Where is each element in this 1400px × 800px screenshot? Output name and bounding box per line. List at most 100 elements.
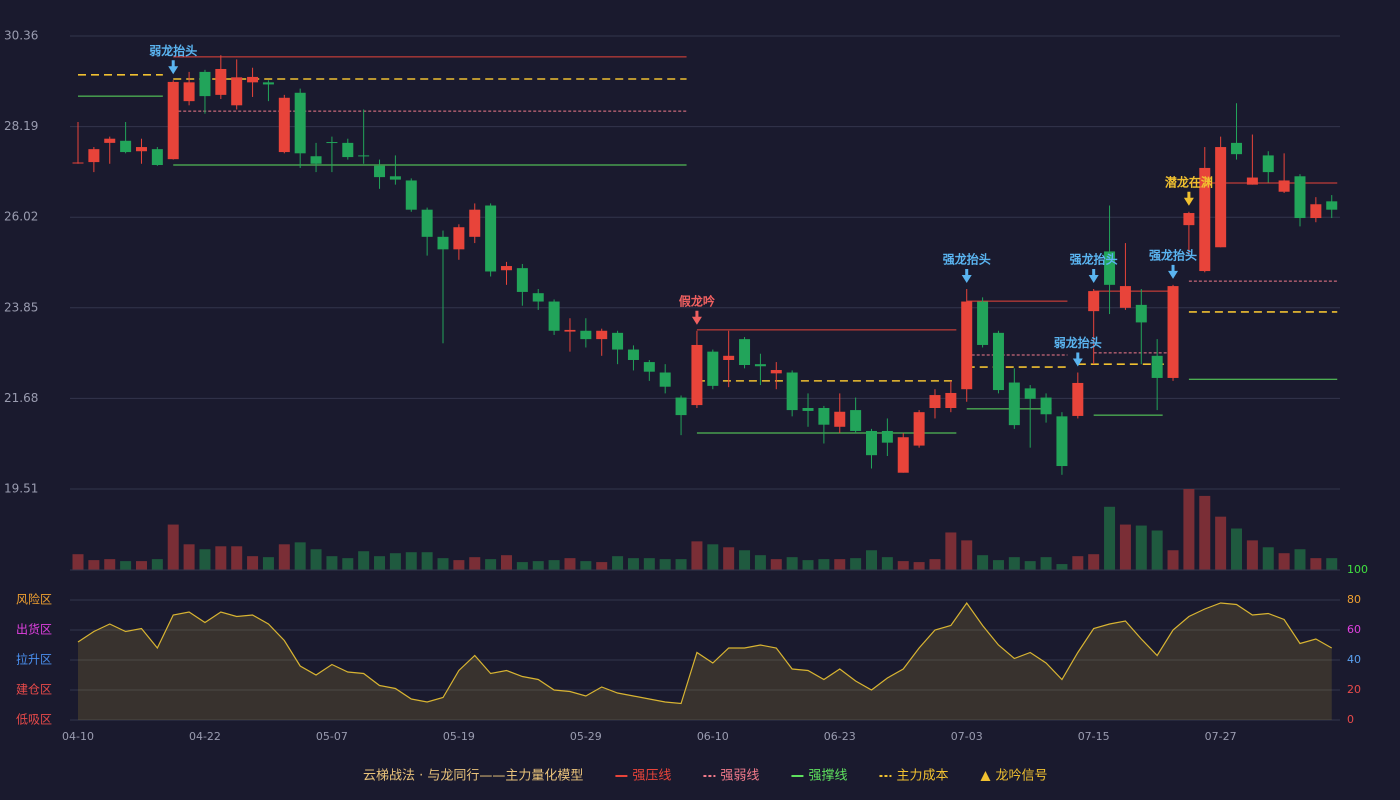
volume-bar bbox=[1231, 528, 1243, 570]
x-tick-label: 06-23 bbox=[824, 730, 856, 743]
x-tick-label: 07-15 bbox=[1078, 730, 1110, 743]
candle-body bbox=[913, 412, 925, 446]
candle-body bbox=[294, 92, 306, 154]
volume-bar bbox=[500, 555, 512, 570]
legend-title: 云梯战法 · 与龙同行——主力量化模型 bbox=[363, 769, 583, 784]
candle-body bbox=[818, 408, 830, 425]
x-tick-label: 04-22 bbox=[189, 730, 221, 743]
candle-body bbox=[580, 330, 592, 340]
candle-body bbox=[739, 339, 751, 365]
signal-arrow bbox=[168, 60, 179, 75]
indicator-tick-label: 100 bbox=[1347, 563, 1368, 576]
candle-body bbox=[992, 332, 1004, 391]
volume-bar bbox=[262, 557, 274, 570]
volume-bar bbox=[723, 547, 735, 570]
x-tick-label: 04-10 bbox=[62, 730, 94, 743]
signal-arrow bbox=[1168, 264, 1179, 279]
signal-arrow bbox=[1088, 269, 1099, 284]
volume-bar bbox=[818, 559, 830, 570]
y-tick-label: 30.36 bbox=[4, 29, 38, 43]
signal-label: 强龙抬头 bbox=[1149, 247, 1197, 262]
signal-label: 强龙抬头 bbox=[1070, 252, 1118, 267]
candle-body bbox=[437, 236, 449, 250]
candle-body bbox=[485, 205, 497, 272]
y-tick-label: 19.51 bbox=[4, 482, 38, 496]
volume-bar bbox=[167, 524, 179, 570]
volume-bar bbox=[707, 544, 719, 570]
candle-body bbox=[1183, 213, 1195, 226]
zone-label: 低吸区 bbox=[16, 713, 52, 727]
zone-label: 拉升区 bbox=[16, 652, 52, 667]
candle-body bbox=[453, 227, 465, 250]
volume-bar bbox=[1167, 550, 1179, 570]
candle-body bbox=[707, 351, 719, 386]
volume-bar bbox=[1199, 495, 1211, 570]
candle-body bbox=[1008, 382, 1020, 426]
candle-body bbox=[120, 140, 132, 153]
candle-body bbox=[596, 330, 608, 340]
volume-bar bbox=[389, 553, 401, 570]
volume-bar bbox=[453, 560, 465, 570]
candle-body bbox=[897, 437, 909, 473]
volume-bar bbox=[1151, 530, 1163, 570]
x-tick-label: 06-10 bbox=[697, 730, 729, 743]
indicator-tick-label: 20 bbox=[1347, 683, 1361, 696]
candle-body bbox=[866, 430, 877, 456]
x-tick-label: 05-07 bbox=[316, 730, 348, 743]
candle-body bbox=[754, 364, 766, 367]
volume-bar bbox=[1135, 525, 1147, 570]
candle-body bbox=[1199, 167, 1211, 272]
volume-bar bbox=[786, 557, 798, 570]
candle-body bbox=[691, 344, 703, 406]
volume-bar bbox=[850, 558, 862, 570]
volume-bar bbox=[961, 540, 973, 570]
candle-body bbox=[374, 165, 386, 178]
volume-bar bbox=[929, 559, 941, 570]
candle-body bbox=[516, 268, 528, 292]
volume-bar bbox=[739, 550, 751, 570]
candle-body bbox=[72, 162, 84, 164]
candle-body bbox=[421, 209, 433, 237]
candle-body bbox=[977, 301, 989, 345]
volume-bar bbox=[881, 557, 893, 570]
volume-bar bbox=[1119, 524, 1131, 570]
candle-body bbox=[612, 332, 624, 350]
volume-bar bbox=[866, 550, 877, 570]
candle-body bbox=[1119, 286, 1131, 308]
volume-bar bbox=[770, 559, 782, 570]
volume-bar bbox=[643, 558, 655, 570]
volume-bar bbox=[199, 549, 211, 570]
volume-bar bbox=[72, 554, 84, 570]
candle-body bbox=[675, 397, 687, 416]
volume-bar bbox=[627, 558, 639, 570]
volume-bar bbox=[247, 556, 259, 570]
legend-label: 强弱线 bbox=[720, 769, 759, 784]
candle-body bbox=[945, 392, 957, 409]
volume-bar bbox=[1056, 564, 1068, 570]
volume-bar bbox=[580, 561, 592, 570]
volume-bar bbox=[1072, 556, 1084, 570]
candle-body bbox=[961, 301, 973, 390]
volume-bar bbox=[104, 559, 116, 570]
zone-label: 风险区 bbox=[16, 592, 52, 607]
volume-bar bbox=[469, 557, 481, 570]
candle-body bbox=[342, 142, 354, 158]
volume-bar bbox=[532, 561, 544, 570]
candle-body bbox=[881, 430, 893, 443]
candle-body bbox=[199, 71, 211, 97]
volume-bar bbox=[215, 546, 227, 570]
candle-body bbox=[247, 76, 259, 83]
indicator-tick-label: 60 bbox=[1347, 623, 1361, 636]
candle-body bbox=[104, 138, 116, 143]
volume-bar bbox=[88, 560, 100, 570]
volume-bar bbox=[516, 562, 528, 570]
y-tick-label: 28.19 bbox=[4, 119, 38, 133]
volume-bar bbox=[834, 559, 846, 570]
volume-bar bbox=[913, 562, 925, 570]
candle-body bbox=[627, 349, 639, 360]
volume-bar bbox=[945, 532, 957, 570]
candle-body bbox=[1151, 355, 1163, 378]
candle-body bbox=[1135, 304, 1147, 323]
volume-bar bbox=[326, 556, 338, 570]
legend-label: 强压线 bbox=[632, 769, 671, 784]
